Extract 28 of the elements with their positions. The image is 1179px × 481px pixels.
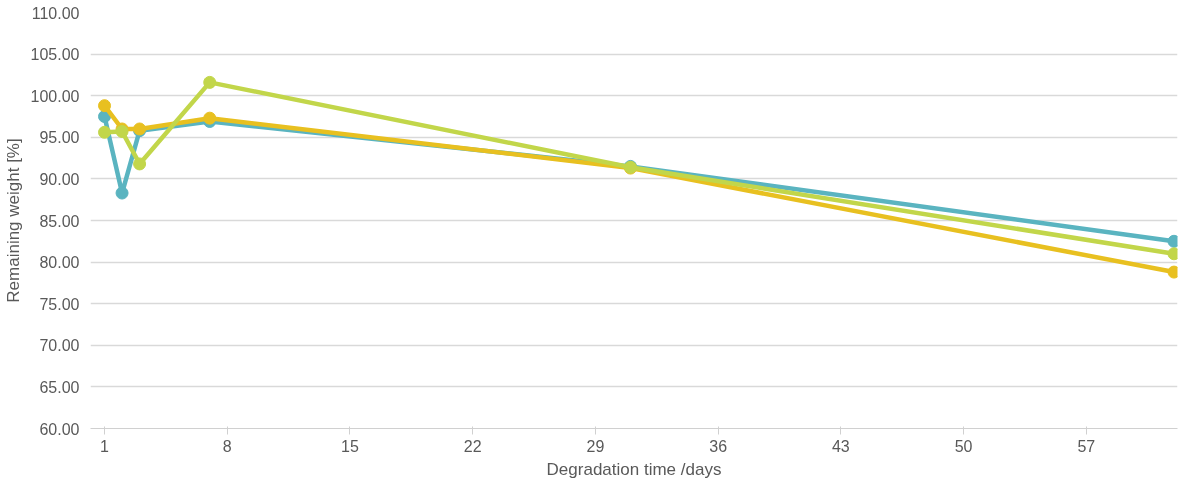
x-tick-label: 15 (341, 437, 359, 455)
y-tick-label: 70.00 (39, 337, 80, 355)
y-tick-label: 65.00 (39, 378, 80, 396)
point (98, 99, 112, 113)
y-tick-label: 75.00 (39, 295, 80, 313)
x-tick-label: 43 (831, 437, 850, 455)
x-tick-label: 29 (586, 437, 605, 455)
x-tick-label: 22 (463, 437, 482, 455)
x-tick-label: 50 (954, 437, 973, 455)
y-tick-label: 60.00 (39, 420, 80, 438)
y-tick-label: 105.00 (30, 46, 80, 64)
x-axis-title: Degradation time /days (546, 459, 722, 479)
x-tick-label: 1 (100, 437, 110, 455)
y-tick-label: 100.00 (30, 87, 80, 105)
y-tick-label: 110.00 (31, 4, 80, 22)
point (133, 157, 147, 171)
point (203, 111, 217, 125)
y-axis-title: Remaining weight [%] (3, 138, 23, 303)
y-tick-label: 80.00 (39, 254, 80, 272)
y-tick-label: 85.00 (39, 212, 80, 230)
x-tick-label: 8 (222, 437, 232, 455)
x-tick-label: 57 (1077, 437, 1096, 455)
point (98, 125, 112, 139)
point (203, 75, 217, 89)
point (115, 186, 129, 200)
y-tick-label: 95.00 (39, 129, 80, 147)
y-tick-label: 90.00 (39, 170, 80, 188)
x-tick-label: 36 (709, 437, 728, 455)
